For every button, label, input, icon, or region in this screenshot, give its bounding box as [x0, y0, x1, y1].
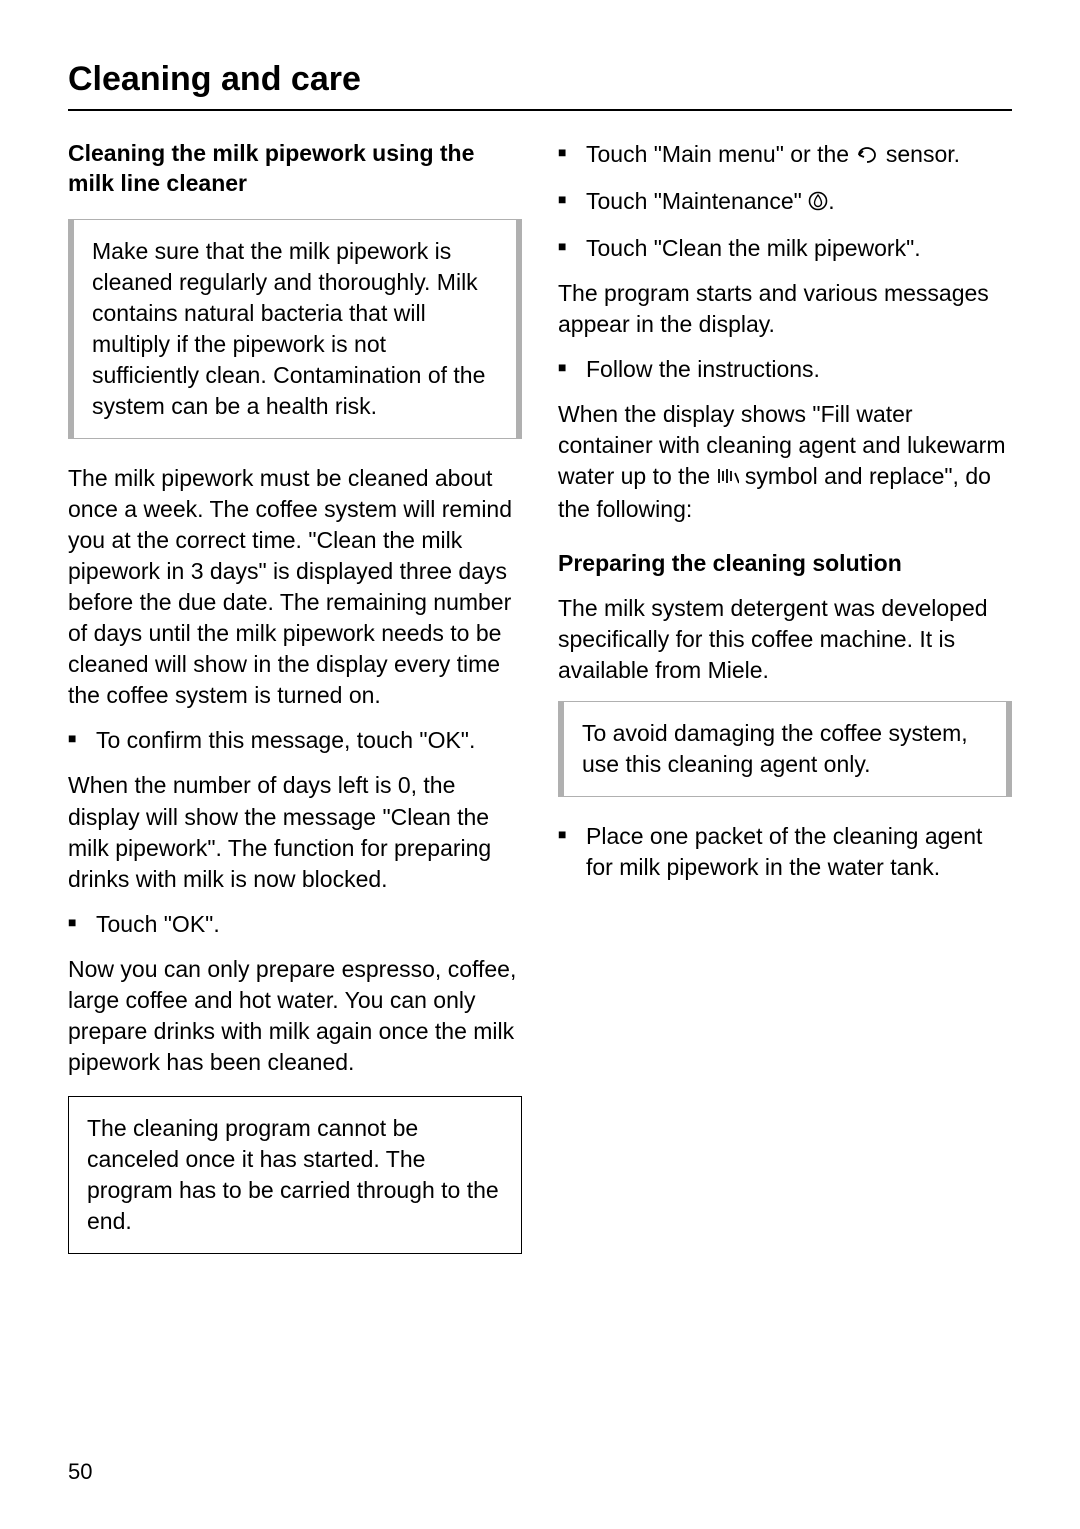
para-program-starts: The program starts and various messages … [558, 278, 1012, 340]
para-fill-water: When the display shows "Fill water conta… [558, 399, 1012, 525]
left-column: Cleaning the milk pipework using the mil… [68, 139, 522, 1278]
para-clean-schedule: The milk pipework must be cleaned about … [68, 463, 522, 711]
text-fragment: sensor. [879, 141, 960, 167]
bullet-list: Follow the instructions. [558, 354, 1012, 385]
text-fragment: . [828, 188, 834, 214]
bullet-clean-pipework: Touch "Clean the milk pipework". [558, 233, 1012, 264]
bullet-follow-instructions: Follow the instructions. [558, 354, 1012, 385]
page-title: Cleaning and care [68, 60, 1012, 111]
bullet-touch-ok: Touch "OK". [68, 909, 522, 940]
right-column: Touch "Main menu" or the sensor. Touch "… [558, 139, 1012, 1278]
bullet-main-menu: Touch "Main menu" or the sensor. [558, 139, 1012, 172]
bullet-list: To confirm this message, touch "OK". [68, 725, 522, 756]
clean-marker-icon [717, 463, 739, 494]
bullet-confirm-ok: To confirm this message, touch "OK". [68, 725, 522, 756]
text-fragment: Touch "Maintenance" [586, 188, 808, 214]
bullet-list: Place one packet of the cleaning agent f… [558, 821, 1012, 883]
bullet-place-packet: Place one packet of the cleaning agent f… [558, 821, 1012, 883]
page-number: 50 [68, 1459, 92, 1485]
back-arrow-icon [855, 141, 879, 172]
left-subheading: Cleaning the milk pipework using the mil… [68, 139, 522, 199]
para-limited-drinks: Now you can only prepare espresso, coffe… [68, 954, 522, 1078]
subheading-prepare-solution: Preparing the cleaning solution [558, 549, 1012, 579]
bullet-list: Touch "OK". [68, 909, 522, 940]
note-box-no-cancel: The cleaning program cannot be canceled … [68, 1096, 522, 1254]
bullet-list: Touch "Main menu" or the sensor. Touch "… [558, 139, 1012, 264]
text-fragment: Touch "Main menu" or the [586, 141, 855, 167]
maintenance-drop-icon [808, 188, 828, 219]
bullet-maintenance: Touch "Maintenance" . [558, 186, 1012, 219]
para-detergent-miele: The milk system detergent was developed … [558, 593, 1012, 686]
warning-callout-milk-bacteria: Make sure that the milk pipework is clea… [68, 219, 522, 439]
para-days-zero: When the number of days left is 0, the d… [68, 770, 522, 894]
warning-callout-agent-only: To avoid damaging the coffee system, use… [558, 701, 1012, 797]
content-columns: Cleaning the milk pipework using the mil… [68, 139, 1012, 1278]
